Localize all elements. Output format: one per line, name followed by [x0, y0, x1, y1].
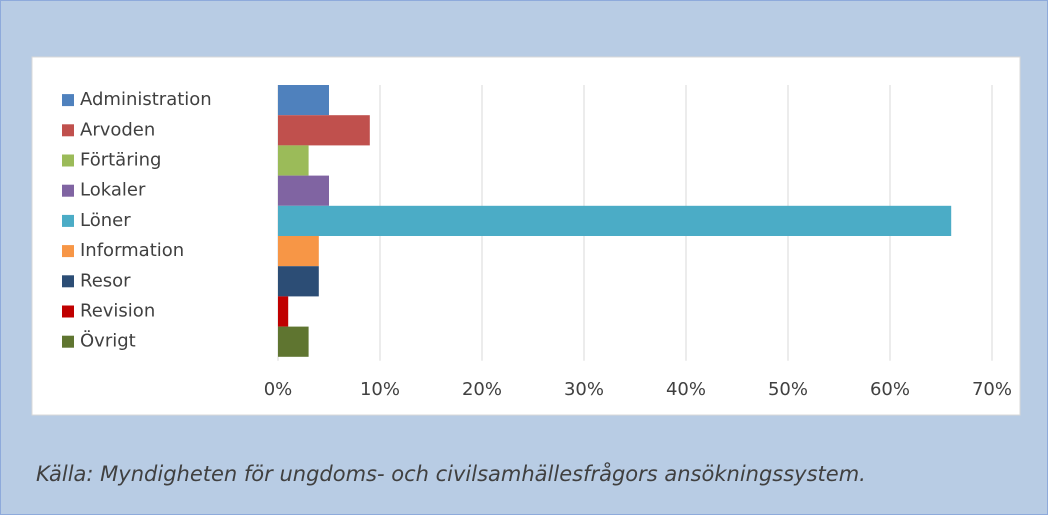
- legend-label: Information: [80, 240, 184, 261]
- legend-label: Lokaler: [80, 180, 146, 201]
- x-tick-label: 30%: [564, 379, 604, 400]
- bar: [278, 205, 952, 236]
- legend-label: Löner: [80, 210, 131, 231]
- x-tick-label: 0%: [264, 379, 293, 400]
- legend-swatch: [62, 305, 74, 318]
- bar: [278, 175, 329, 206]
- bar: [278, 326, 309, 357]
- bar: [278, 266, 319, 297]
- bar: [278, 296, 289, 327]
- legend-swatch: [62, 275, 74, 288]
- legend-swatch: [62, 184, 74, 197]
- legend-swatch: [62, 154, 74, 167]
- x-tick-label: 20%: [462, 379, 502, 400]
- legend-label: Arvoden: [80, 119, 155, 140]
- bar: [278, 236, 319, 267]
- x-tick-label: 10%: [360, 379, 400, 400]
- caption: Källa: Myndigheten för ungdoms- och civi…: [36, 461, 866, 486]
- bar: [278, 85, 329, 116]
- legend-label: Revision: [80, 301, 155, 322]
- legend-label: Övrigt: [80, 330, 136, 352]
- x-tick-label: 50%: [768, 379, 808, 400]
- bar: [278, 115, 370, 146]
- x-tick-label: 40%: [666, 379, 706, 400]
- legend-label: Förtäring: [80, 150, 161, 171]
- legend-swatch: [62, 335, 74, 348]
- x-tick-label: 60%: [870, 379, 910, 400]
- legend-label: Resor: [80, 270, 131, 291]
- x-tick-label: 70%: [972, 379, 1012, 400]
- legend-swatch: [62, 245, 74, 258]
- bar: [278, 145, 309, 176]
- legend-label: Administration: [80, 89, 212, 110]
- legend-swatch: [62, 124, 74, 137]
- legend-swatch: [62, 214, 74, 227]
- legend-swatch: [62, 94, 74, 107]
